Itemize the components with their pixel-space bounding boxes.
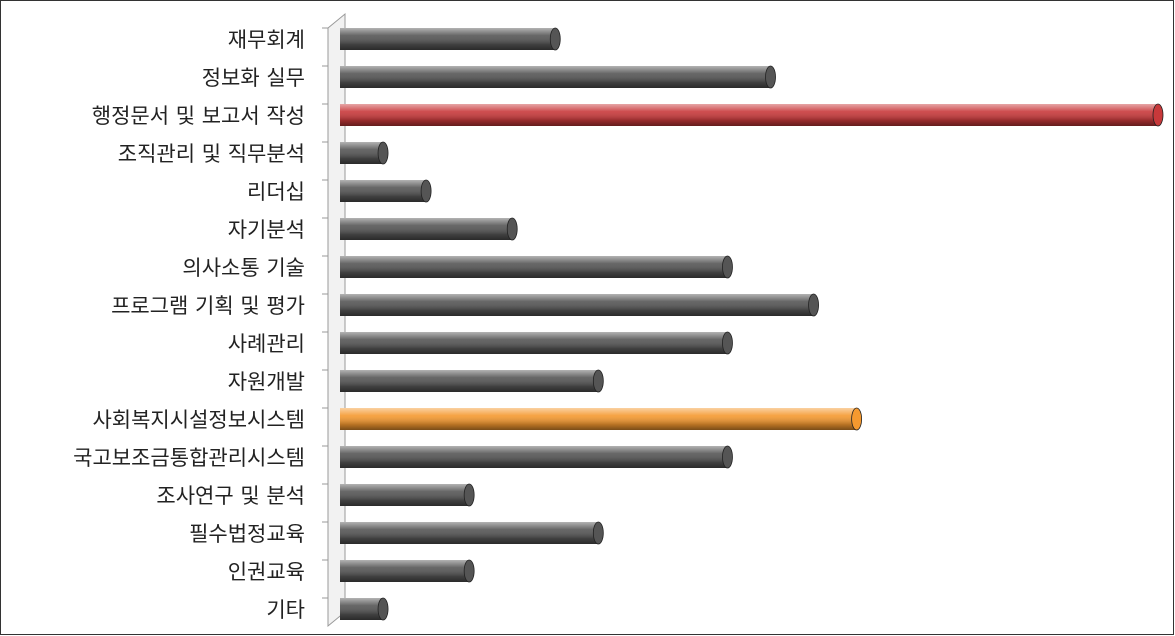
bar-shade [340, 180, 427, 202]
category-label: 조사연구 및 분석 [156, 484, 305, 508]
bar-cap [377, 597, 389, 621]
bar-shade [340, 446, 728, 468]
bar-shade [340, 66, 771, 88]
category-label: 리더십 [247, 180, 305, 204]
category-label: 국고보조금통합관리시스템 [73, 446, 305, 470]
bar-cap [851, 407, 863, 431]
bar-shade [340, 294, 814, 316]
bar-shade [340, 598, 384, 620]
category-label: 정보화 실무 [202, 66, 305, 90]
bar-cap [463, 483, 475, 507]
bar-cap [722, 331, 733, 355]
bar-shade [340, 256, 728, 278]
category-label: 재무회계 [228, 28, 305, 52]
category-label: 사례관리 [228, 332, 305, 356]
bar-cap [377, 141, 389, 165]
bar-cap [808, 293, 819, 317]
bar-cap [463, 559, 475, 583]
category-label: 프로그램 기획 및 평가 [111, 294, 305, 318]
category-label: 기타 [266, 598, 305, 622]
bar-shade [340, 370, 599, 392]
bar-cap [420, 179, 432, 203]
bar-cap [1152, 103, 1164, 127]
bar-cap [506, 217, 518, 241]
bar-cap [592, 521, 604, 545]
bar-shade [340, 28, 556, 50]
category-label: 조직관리 및 직무분석 [118, 142, 305, 166]
category-label: 필수법정교육 [189, 522, 305, 546]
category-label: 인권교육 [228, 560, 305, 584]
bar-cap [592, 369, 604, 393]
bar-shade [340, 142, 384, 164]
category-label: 행정문서 및 보고서 작성 [92, 104, 305, 128]
bar-cap [722, 445, 733, 469]
bar-shade [340, 332, 728, 354]
category-label: 자원개발 [228, 370, 305, 394]
bar-shade [340, 104, 1158, 126]
bar-cap [722, 255, 733, 279]
bar-shade [340, 484, 470, 506]
bar-shade [340, 522, 599, 544]
bar-shade [340, 560, 470, 582]
category-label: 사회복지시설정보시스템 [92, 408, 305, 432]
bar-shade [340, 408, 857, 430]
bar-cap [765, 65, 776, 89]
category-label: 의사소통 기술 [182, 256, 305, 280]
bar-cap [549, 27, 561, 51]
bar-shade [340, 218, 513, 240]
category-label: 자기분석 [228, 218, 305, 242]
